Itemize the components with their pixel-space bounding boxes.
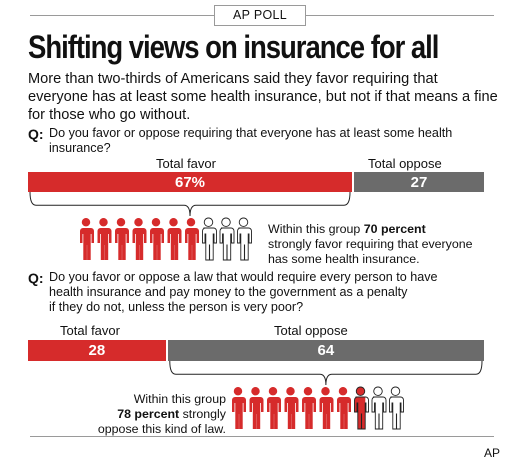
poll-badge: AP POLL bbox=[214, 5, 306, 26]
q1-line: Do you favor or oppose requiring that ev… bbox=[49, 126, 453, 140]
q2-favor-bar: 28 bbox=[28, 340, 166, 361]
person-icon-8 bbox=[354, 386, 369, 430]
q2-line: Do you favor or oppose a law that would … bbox=[49, 270, 438, 284]
person-icon-9 bbox=[219, 217, 235, 261]
q1-favor-bar: 67% bbox=[28, 172, 353, 192]
person-icon-1 bbox=[232, 387, 246, 429]
q1-bracket bbox=[29, 191, 351, 217]
q2-note-line: 78 percent strongly bbox=[117, 407, 226, 421]
person-icon-1 bbox=[80, 218, 94, 260]
q1-note-line: has some health insurance. bbox=[268, 252, 420, 266]
q1-pictogram bbox=[80, 217, 252, 261]
subtitle: More than two-thirds of Americans said t… bbox=[28, 71, 498, 123]
q1-marker: Q: bbox=[28, 126, 44, 142]
person-icon-2 bbox=[97, 218, 112, 260]
q2-bracket bbox=[169, 360, 483, 386]
bottom-rule bbox=[30, 436, 494, 437]
person-icon-4 bbox=[284, 387, 299, 429]
person-icon-8 bbox=[202, 217, 217, 261]
person-icon-5 bbox=[302, 387, 316, 429]
person-icon-7 bbox=[185, 218, 199, 260]
q1-oppose-bar: 27 bbox=[354, 172, 484, 192]
person-icon-10 bbox=[237, 217, 252, 261]
q2-oppose-bar: 64 bbox=[167, 340, 484, 361]
q1-note-line: strongly favor requiring that everyone bbox=[268, 237, 473, 251]
q1-note: Within this group 70 percent strongly fa… bbox=[268, 222, 473, 267]
q2-note: Within this group 78 percent strongly op… bbox=[96, 392, 226, 437]
q1-line: insurance? bbox=[49, 141, 111, 155]
person-icon-5 bbox=[150, 218, 164, 260]
q2-marker: Q: bbox=[28, 270, 44, 286]
q2-oppose-label: Total oppose bbox=[274, 323, 348, 338]
q1-note-line: Within this group 70 percent bbox=[268, 222, 426, 236]
q1-text: Do you favor or oppose requiring that ev… bbox=[49, 126, 452, 156]
person-icon-7 bbox=[337, 387, 351, 429]
person-icon-3 bbox=[267, 387, 281, 429]
q1-favor-label: Total favor bbox=[156, 156, 216, 171]
person-icon-6 bbox=[319, 387, 334, 429]
q2-favor-label: Total favor bbox=[60, 323, 120, 338]
q2-line: if they do not, unless the person is ver… bbox=[49, 300, 304, 314]
q2-note-line: oppose this kind of law. bbox=[97, 422, 226, 436]
q2-pictogram bbox=[232, 386, 404, 430]
q2-note-line: Within this group bbox=[133, 392, 226, 406]
q1-oppose-label: Total oppose bbox=[368, 156, 442, 171]
q2-favor-value: 28 bbox=[88, 342, 106, 359]
bracket-line bbox=[169, 360, 483, 386]
q1-oppose-value: 27 bbox=[410, 173, 428, 191]
page-title: Shifting views on insurance for all bbox=[28, 29, 439, 65]
q2-line: health insurance and pay money to the go… bbox=[49, 285, 408, 299]
person-icon-3 bbox=[115, 218, 129, 260]
person-icon-2 bbox=[249, 387, 264, 429]
person-icon-6 bbox=[167, 218, 182, 260]
person-icon-4 bbox=[132, 218, 147, 260]
person-icon-10 bbox=[389, 386, 404, 430]
person-icon-9 bbox=[371, 386, 387, 430]
q2-oppose-value: 64 bbox=[317, 342, 335, 359]
q2-text: Do you favor or oppose a law that would … bbox=[49, 270, 438, 315]
source-credit: AP bbox=[483, 446, 500, 460]
q1-favor-value: 67% bbox=[174, 173, 206, 191]
bracket-line bbox=[29, 191, 351, 217]
